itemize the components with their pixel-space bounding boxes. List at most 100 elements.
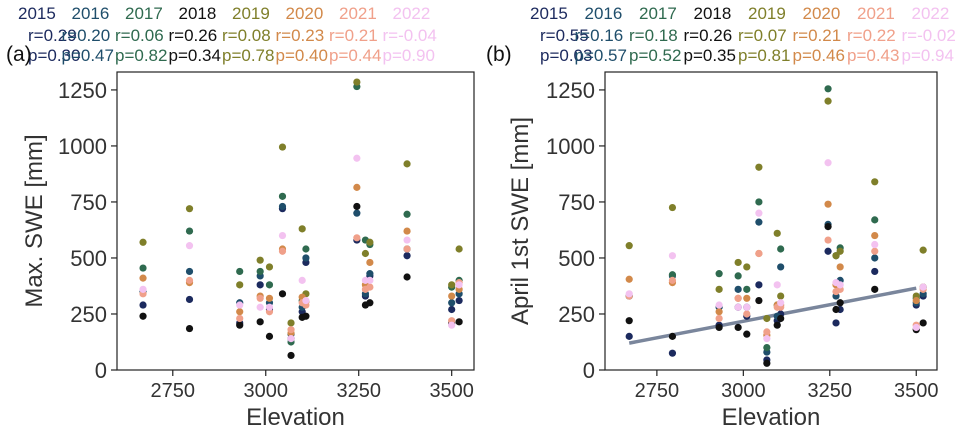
- point-2022: [755, 209, 763, 217]
- point-2022: [287, 335, 295, 343]
- y-tick-label: 250: [558, 302, 595, 327]
- point-2016: [448, 299, 456, 307]
- legend-year-2022: 2022: [912, 4, 950, 23]
- legend-p-2016: p=0.57: [575, 46, 627, 65]
- legend-year-2016: 2016: [585, 4, 623, 23]
- point-2019: [287, 319, 295, 327]
- point-2022: [236, 301, 244, 309]
- legend-p-2020: p=0.40: [276, 46, 328, 65]
- panel-label: (b): [486, 43, 512, 66]
- point-2020: [912, 296, 920, 305]
- point-2019: [265, 263, 274, 271]
- point-2015: [185, 295, 194, 304]
- point-2019: [743, 263, 751, 271]
- legend-year-2020: 2020: [803, 4, 841, 23]
- point-2015: [256, 281, 264, 289]
- point-2022: [734, 303, 742, 311]
- point-2018: [836, 299, 844, 307]
- point-2022: [256, 303, 264, 311]
- point-2020: [139, 274, 147, 282]
- point-2019: [366, 238, 374, 246]
- legend-year-2022: 2022: [393, 4, 431, 23]
- point-2018: [824, 223, 832, 231]
- plot-frame: [604, 71, 938, 371]
- legend-r-2016: r=0.16: [575, 26, 624, 45]
- y-tick-label: 0: [95, 358, 107, 383]
- point-2018: [755, 296, 763, 305]
- legend-r-2020: r=0.21: [793, 26, 842, 45]
- point-2016: [755, 218, 763, 226]
- point-2020: [824, 200, 832, 208]
- y-tick-label: 1000: [546, 134, 595, 159]
- point-2017: [715, 270, 723, 278]
- point-2020: [353, 183, 361, 191]
- point-2017: [302, 245, 310, 253]
- legend-r-2018: r=0.26: [169, 26, 218, 45]
- point-2015: [625, 332, 633, 340]
- point-2018: [403, 273, 411, 281]
- legend-r-2015: r=0.29: [28, 26, 77, 45]
- x-tick-label: 3000: [721, 380, 766, 402]
- panel-b: 2015 r=0.55p=0.03 2016 r=0.16p=0.57 2017 r=0.…: [486, 4, 956, 431]
- point-2016: [278, 202, 287, 211]
- point-2022: [919, 283, 927, 291]
- y-tick-label: 1250: [546, 78, 595, 103]
- point-2017: [763, 343, 771, 352]
- legend-r-2020: r=0.23: [276, 26, 325, 45]
- point-2018: [871, 285, 879, 293]
- point-2022: [298, 276, 306, 284]
- x-tick-label: 3500: [429, 380, 474, 402]
- point-2019: [777, 292, 785, 300]
- point-2021: [236, 314, 244, 323]
- point-2020: [743, 294, 751, 302]
- legend-r-2017: r=0.06: [115, 26, 164, 45]
- point-2016: [366, 270, 374, 278]
- point-2021: [287, 326, 295, 334]
- point-2022: [743, 303, 751, 311]
- point-2022: [403, 236, 411, 244]
- point-2019: [185, 205, 194, 213]
- point-2022: [836, 281, 844, 289]
- x-tick-label: 2750: [635, 380, 680, 402]
- legend-p-2022: p=0.94: [902, 46, 954, 65]
- point-2017: [871, 216, 879, 224]
- legend-r-2019: r=0.07: [738, 26, 787, 45]
- y-tick-label: 0: [583, 358, 595, 383]
- point-2021: [824, 236, 832, 244]
- point-2019: [871, 178, 879, 186]
- point-2021: [734, 294, 742, 302]
- point-2022: [715, 301, 723, 309]
- point-2019: [353, 78, 361, 86]
- point-2017: [743, 285, 751, 293]
- point-2017: [185, 227, 194, 235]
- legend-year-2016: 2016: [72, 4, 110, 23]
- legend-year-2017: 2017: [639, 4, 677, 23]
- legend-year-2018: 2018: [694, 4, 732, 23]
- point-2018: [734, 323, 742, 332]
- legend-year-2021: 2021: [339, 4, 377, 23]
- legend-year-2019: 2019: [748, 4, 786, 23]
- legend-r-2021: r=0.21: [329, 26, 378, 45]
- y-tick-label: 1250: [58, 78, 107, 103]
- point-2021: [743, 310, 751, 318]
- x-tick-label: 3250: [808, 380, 853, 402]
- point-2018: [763, 359, 771, 367]
- point-2019: [139, 238, 147, 246]
- legend-p-2019: p=0.81: [738, 46, 790, 65]
- point-2021: [256, 294, 264, 302]
- legend-year-2018: 2018: [179, 4, 217, 23]
- point-2018: [668, 332, 677, 340]
- legend-r-2018: r=0.26: [684, 26, 733, 45]
- point-2021: [185, 276, 194, 284]
- point-2022: [773, 281, 781, 289]
- point-2022: [625, 290, 633, 298]
- point-2021: [755, 249, 763, 258]
- y-tick-label: 500: [70, 246, 107, 271]
- point-2018: [185, 324, 194, 333]
- x-axis-label: Elevation: [722, 404, 821, 431]
- legend-year-2021: 2021: [857, 4, 895, 23]
- legend-year-2020: 2020: [286, 4, 324, 23]
- y-tick-label: 250: [70, 302, 107, 327]
- point-2022: [777, 299, 785, 307]
- point-2019: [824, 97, 832, 105]
